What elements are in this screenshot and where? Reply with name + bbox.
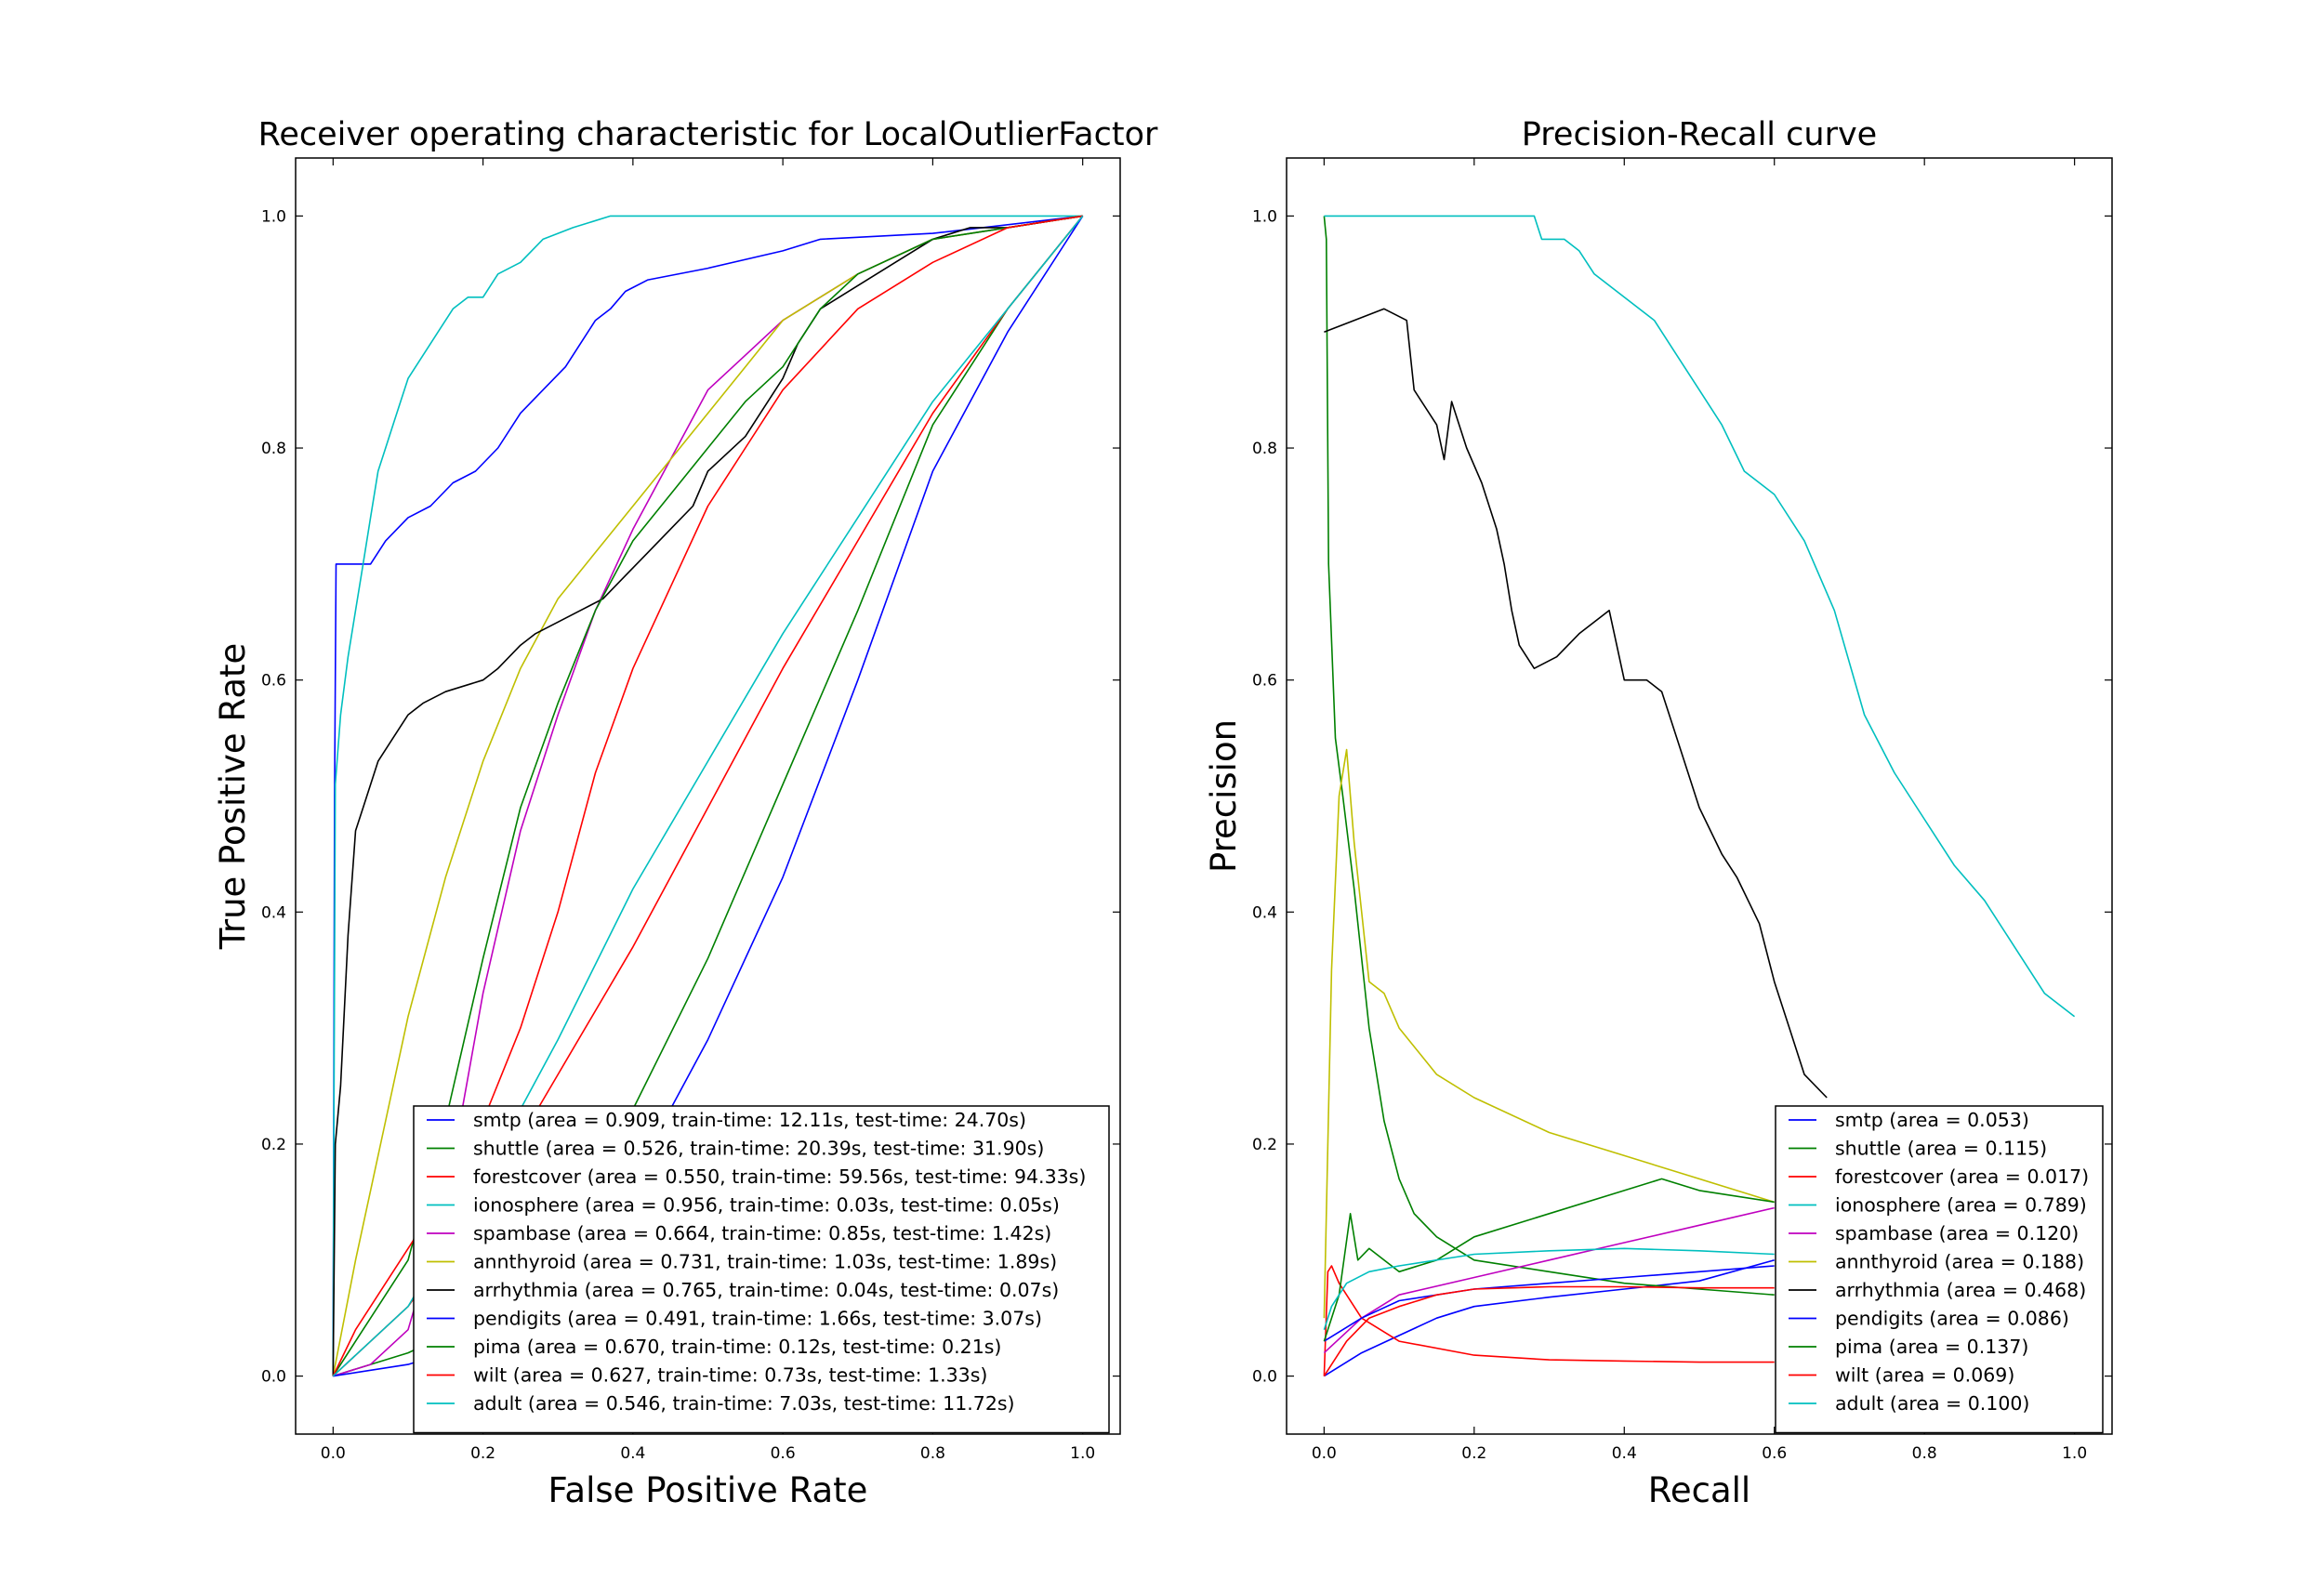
roc-series-line-wilt (332, 215, 1083, 1376)
roc-legend-entry: smtp (area = 0.909, train-time: 12.11s, … (473, 1109, 1026, 1131)
roc-legend-entry: ionosphere (area = 0.956, train-time: 0.… (473, 1194, 1060, 1217)
roc-y-tick-label: 0.4 (261, 903, 286, 922)
pr-legend-entry: adult (area = 0.100) (1835, 1392, 2029, 1415)
pr-series-line-arrhythmia (1324, 308, 1828, 1099)
roc-y-tick-label: 0.6 (261, 672, 286, 691)
roc-series-line-smtp (332, 215, 1083, 1376)
roc-x-tick-label: 0.6 (771, 1444, 796, 1463)
roc-series-line-arrhythmia (332, 215, 1083, 1376)
pr-series-line-wilt (1323, 1285, 1775, 1377)
roc-legend-entry: pima (area = 0.670, train-time: 0.12s, t… (473, 1336, 1001, 1358)
pr-series-line-pima (1323, 1178, 1775, 1342)
pr-series-line-shuttle (1323, 216, 1775, 1296)
pr-series-lines (1323, 215, 2076, 1377)
pr-legend-entry: ionosphere (area = 0.789) (1835, 1194, 2087, 1217)
pr-legend-entry: pendigits (area = 0.086) (1835, 1308, 2069, 1330)
pr-series-line-ionosphere (1324, 215, 2076, 1018)
pr-legend-entry: arrhythmia (area = 0.468) (1835, 1279, 2086, 1301)
pr-legend-entry: spambase (area = 0.120) (1835, 1222, 2079, 1244)
pr-y-tick-label: 1.0 (1252, 207, 1277, 226)
pr-y-axis-label: Precision (1204, 719, 1244, 873)
pr-series-line-spambase (1323, 1206, 1775, 1354)
pr-x-tick-label: 0.6 (1762, 1444, 1787, 1463)
roc-chart-title: Receiver operating characteristic for Lo… (258, 116, 1158, 153)
pr-legend-entry: forestcover (area = 0.017) (1835, 1165, 2089, 1188)
pr-legend-entry: annthyroid (area = 0.188) (1835, 1251, 2084, 1273)
pr-series-line-forestcover (1323, 1265, 1775, 1376)
pr-legend-entry: wilt (area = 0.069) (1835, 1364, 2014, 1387)
roc-y-tick-label: 0.8 (261, 440, 286, 458)
roc-legend-entry: wilt (area = 0.627, train-time: 0.73s, t… (473, 1364, 987, 1387)
roc-x-tick-label: 0.4 (620, 1444, 645, 1463)
pr-legend-entry: pima (area = 0.137) (1835, 1336, 2028, 1358)
roc-y-tick-label: 0.0 (261, 1368, 286, 1387)
pr-x-tick-label: 0.0 (1312, 1444, 1337, 1463)
precision-recall-chart: 0.0 0.2 0.4 0.6 0.8 1.0 0.0 0.2 0.4 0.6 0.8 1.0 Prec… (1204, 116, 2113, 1510)
roc-x-tick-label: 0.2 (470, 1444, 495, 1463)
pr-series-line-smtp (1323, 1259, 1775, 1377)
roc-x-axis-label: False Positive Rate (548, 1470, 868, 1510)
roc-series-line-pima (332, 215, 1083, 1377)
pr-legend-entry: smtp (area = 0.053) (1835, 1109, 2029, 1131)
pr-x-axis-label: Recall (1648, 1470, 1750, 1510)
roc-legend-entry: forestcover (area = 0.550, train-time: 5… (473, 1165, 1086, 1188)
roc-legend-entry: annthyroid (area = 0.731, train-time: 1.… (473, 1251, 1057, 1273)
pr-x-tick-label: 1.0 (2062, 1444, 2087, 1463)
roc-x-tick-label: 0.0 (321, 1444, 346, 1463)
pr-y-tick-label: 0.4 (1252, 903, 1277, 922)
roc-legend-entry: arrhythmia (area = 0.765, train-time: 0.… (473, 1279, 1059, 1301)
roc-legend: smtp (area = 0.909, train-time: 12.11s, … (413, 1105, 1110, 1434)
roc-chart: 0.0 0.2 0.4 0.6 0.8 1.0 0.0 0.2 0.4 0.6 0.8 1.0 Rece… (213, 116, 1158, 1510)
roc-legend-entry: adult (area = 0.546, train-time: 7.03s, … (473, 1392, 1015, 1415)
roc-legend-entry: spambase (area = 0.664, train-time: 0.85… (473, 1222, 1051, 1244)
roc-x-tick-label: 0.8 (920, 1444, 945, 1463)
pr-series-line-annthyroid (1323, 748, 1775, 1319)
pr-legend: smtp (area = 0.053) shuttle (area = 0.115… (1775, 1105, 2104, 1434)
pr-series-line-adult (1323, 1247, 1775, 1330)
pr-x-tick-label: 0.4 (1612, 1444, 1637, 1463)
pr-y-tick-label: 0.8 (1252, 440, 1277, 458)
pr-x-tick-label: 0.8 (1912, 1444, 1937, 1463)
pr-series-line-pendigits (1323, 1265, 1775, 1342)
roc-y-tick-label: 0.2 (261, 1136, 286, 1154)
pr-legend-box (1775, 1105, 2104, 1434)
pr-x-tick-label: 0.2 (1461, 1444, 1486, 1463)
pr-y-tick-label: 0.2 (1252, 1136, 1277, 1154)
pr-legend-entry: shuttle (area = 0.115) (1835, 1138, 2047, 1160)
roc-y-tick-label: 1.0 (261, 207, 286, 226)
roc-legend-entry: shuttle (area = 0.526, train-time: 20.39… (473, 1138, 1044, 1160)
roc-y-axis-label: True Positive Rate (213, 643, 253, 951)
roc-series-line-ionosphere (332, 215, 1083, 1376)
pr-y-tick-label: 0.6 (1252, 672, 1277, 691)
roc-legend-box (413, 1105, 1110, 1434)
roc-legend-entry: pendigits (area = 0.491, train-time: 1.6… (473, 1308, 1042, 1330)
pr-y-tick-label: 0.0 (1252, 1368, 1277, 1387)
roc-x-tick-label: 1.0 (1070, 1444, 1095, 1463)
pr-chart-title: Precision-Recall curve (1522, 116, 1877, 153)
